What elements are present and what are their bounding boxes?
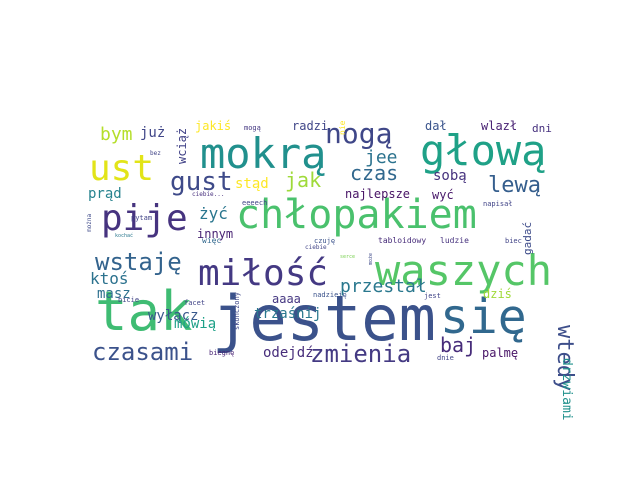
word-cloud-word: chłopakiem [236,192,477,238]
word-cloud-word: napisał [483,200,513,208]
word-cloud-word: radzi [292,119,328,133]
word-cloud-word: wciąż [175,128,189,164]
word-cloud-word: więc [202,236,221,245]
word-cloud-word: dni [532,122,552,135]
word-cloud-word: ciebie... [192,191,225,198]
word-cloud-word: sobą [433,168,467,184]
word-cloud-word: masz [97,286,131,302]
word-cloud-word: ust [89,148,154,189]
word-cloud-word: bicie [118,296,139,304]
word-cloud-word: wyłącz [148,308,199,324]
word-cloud-word: ciebie [305,244,327,251]
word-cloud-word: dziś [483,287,512,301]
word-cloud-word: żyć [199,204,228,223]
word-cloud-word: pije [101,198,188,239]
word-cloud-word: nogą [325,117,392,150]
word-cloud-word: aaaa [272,292,301,306]
word-cloud-word: facet [184,299,205,307]
word-cloud-word: serce [340,254,355,260]
word-cloud-word: tabloidowy [378,236,426,245]
word-cloud-word: bez [150,150,161,157]
word-cloud-word: dnie [437,354,454,362]
word-cloud-word: mokrą [200,129,326,178]
word-cloud-word: skończony [233,292,241,330]
word-cloud-word: głową [420,126,546,175]
word-cloud-word: biegnę [209,349,234,357]
word-cloud-word: czasami [92,338,193,366]
word-cloud-word: lewą [488,173,541,198]
word-cloud-word: mogą [244,124,261,132]
word-cloud-word: nadzieję [313,291,347,299]
word-cloud-word: miłość [198,253,328,294]
word-cloud-word: gust [170,167,233,197]
word-cloud-word: wlazł [481,119,517,133]
word-cloud-word: jak [285,168,321,192]
word-cloud-word: czuję [314,237,335,245]
word-cloud-word: biec [505,237,522,245]
word-cloud-word: mówią [174,316,216,332]
word-cloud-word: odejdź [263,345,314,361]
word-cloud-word: może [368,253,374,265]
word-cloud-word: się [440,289,527,345]
word-cloud-word: baj [440,333,476,357]
word-cloud-word: jakiś [195,119,231,133]
word-cloud-word: wstaję [95,248,182,276]
word-cloud-word: bym [100,124,133,145]
word-cloud-word: drzwiami [559,358,574,421]
word-cloud-word: można [86,214,93,232]
word-cloud-word: jestem [212,282,436,355]
word-cloud-word: zmienia [310,340,411,368]
word-cloud-word: prąd [88,186,122,202]
word-cloud-word: najlepsze [345,187,410,201]
word-cloud-word: tak [95,280,193,343]
word-cloud-word: ludzie [440,236,469,245]
word-cloud-word: gadać [521,222,534,255]
word-cloud-word: czas [350,161,398,185]
word-cloud-word: jest [424,292,441,300]
word-cloud-word: stąd [235,176,269,192]
word-cloud-word: eeeech [242,199,267,207]
word-cloud-word: dał [425,119,447,133]
word-cloud-word: palmę [482,346,518,360]
word-cloud-word: waszych [375,246,552,295]
word-cloud-word: ktoś [90,269,129,288]
word-cloud-word: trzaśnij [254,306,321,322]
word-cloud-word: kochać [115,232,133,239]
word-cloud-word: już [140,125,165,141]
word-cloud-word: innym [197,227,233,241]
word-cloud-word: nie [338,120,347,135]
word-cloud-word: wyć [432,188,454,202]
word-cloud-word: jee [365,147,398,168]
word-cloud-word: pytam [131,214,152,222]
word-cloud-word: wtedy [552,325,577,391]
word-cloud-word: przestał [340,276,427,297]
